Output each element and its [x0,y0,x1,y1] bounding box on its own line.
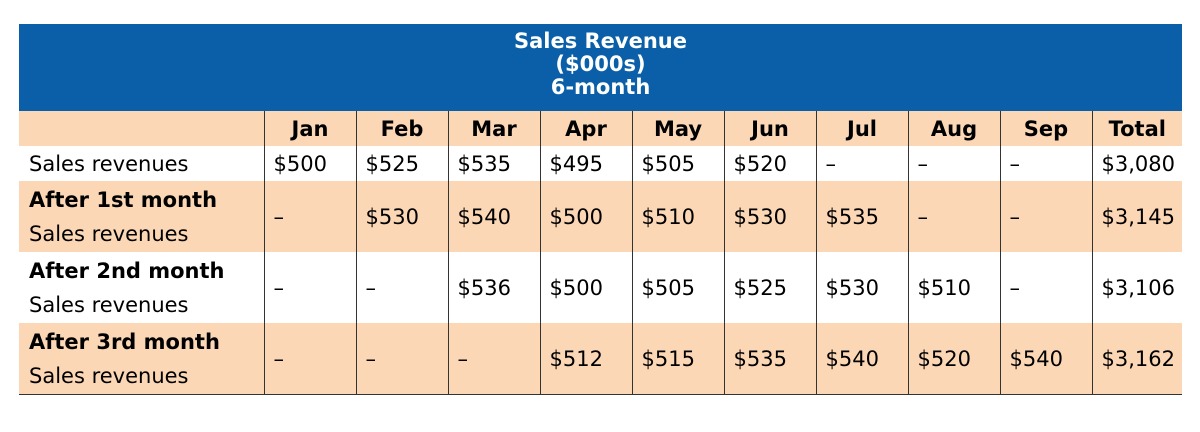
row-label-cell: After 1st month Sales revenues [19,181,264,252]
row-heading: After 2nd month [29,258,225,283]
table-cell: $540 [447,181,540,252]
table-cell: – [447,323,540,395]
row-label-cell: After 2nd month Sales revenues [19,252,264,323]
table-row: Sales revenues $500 $525 $535 $495 $505 … [19,146,1182,181]
table-period: 6-month [550,75,651,99]
header-month: May [631,111,724,146]
row-label-cell: After 3rd month Sales revenues [19,323,264,395]
table-cell: – [263,252,356,323]
table-cell: – [263,323,356,395]
table-cell: $535 [447,146,540,181]
table-cell: – [999,252,1092,323]
table-cell: $500 [539,252,632,323]
header-month: Jun [723,111,816,146]
row-total: $3,145 [1091,181,1182,252]
table-cell: – [999,181,1092,252]
table-cell: – [355,323,448,395]
row-label-header [19,111,264,146]
header-month: Mar [447,111,540,146]
table-cell: $536 [447,252,540,323]
header-month: Sep [999,111,1092,146]
row-label: Sales revenues [29,292,189,317]
table-row: After 2nd month Sales revenues – – $536 … [19,252,1182,323]
table-cell: $535 [815,181,908,252]
header-month: Jan [263,111,356,146]
table-cell: $505 [631,252,724,323]
row-label: Sales revenues [29,221,189,246]
table-cell: – [263,181,356,252]
table-cell: $535 [723,323,816,395]
row-total: $3,162 [1091,323,1182,395]
table-cell: – [999,146,1092,181]
header-month: Jul [815,111,908,146]
table-cell: $500 [539,181,632,252]
table-cell: $505 [631,146,724,181]
header-month: Aug [907,111,1000,146]
table-cell: $540 [999,323,1092,395]
row-total: $3,106 [1091,252,1182,323]
table-cell: $510 [907,252,1000,323]
table-cell: $525 [355,146,448,181]
table-row: After 3rd month Sales revenues – – – $51… [19,323,1182,395]
table-cell: $540 [815,323,908,395]
revenue-grid: Jan Feb Mar Apr May Jun Jul Aug Sep Tota… [19,111,1182,395]
column-header-row: Jan Feb Mar Apr May Jun Jul Aug Sep Tota… [19,111,1182,146]
row-total: $3,080 [1091,146,1182,181]
table-cell: $530 [723,181,816,252]
table-cell: – [815,146,908,181]
table-cell: $495 [539,146,632,181]
sales-revenue-table: Sales Revenue ($000s) 6-month Jan Feb Ma… [19,24,1182,395]
table-cell: $530 [355,181,448,252]
row-heading: After 1st month [29,187,218,212]
table-cell: $520 [907,323,1000,395]
row-label: Sales revenues [29,151,189,176]
table-cell: $520 [723,146,816,181]
table-cell: $510 [631,181,724,252]
table-units: ($000s) [555,52,646,76]
table-title-banner: Sales Revenue ($000s) 6-month [19,24,1182,111]
table-cell: $525 [723,252,816,323]
table-cell: – [907,146,1000,181]
table-cell: $530 [815,252,908,323]
table-cell: $512 [539,323,632,395]
table-cell: $515 [631,323,724,395]
table-title: Sales Revenue [513,29,688,53]
row-label: Sales revenues [29,363,189,388]
header-month: Apr [539,111,632,146]
header-total: Total [1091,111,1182,146]
header-month: Feb [355,111,448,146]
table-cell: – [907,181,1000,252]
row-heading: After 3rd month [29,329,220,354]
table-cell: – [355,252,448,323]
table-cell: $500 [263,146,356,181]
table-row: After 1st month Sales revenues – $530 $5… [19,181,1182,252]
